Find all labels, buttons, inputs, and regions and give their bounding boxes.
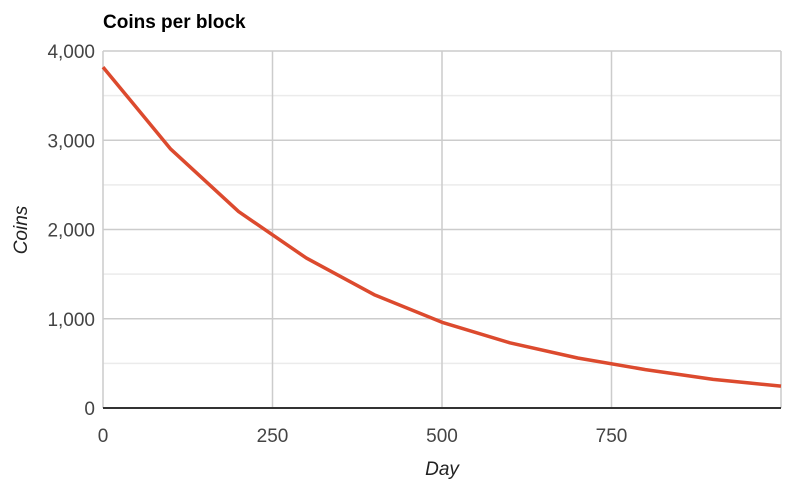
series-line (101, 65, 782, 388)
y-tick-label: 0 (84, 399, 95, 420)
chart-title: Coins per block (103, 12, 246, 33)
major-gridlines (102, 50, 782, 408)
x-tick-label: 500 (426, 426, 458, 447)
x-tick-label: 750 (596, 426, 628, 447)
y-tick-label: 3,000 (47, 131, 95, 152)
x-tick-label: 0 (98, 426, 109, 447)
y-tick-label: 1,000 (47, 310, 95, 331)
x-axis-label: Day (425, 459, 460, 480)
x-tick-label: 250 (257, 426, 289, 447)
y-tick-label: 4,000 (47, 42, 95, 63)
y-tick-label: 2,000 (47, 221, 95, 242)
x-tick-labels: 0 250 500 750 (98, 426, 628, 447)
y-axis-label: Coins (11, 205, 32, 254)
y-tick-labels: 0 1,000 2,000 3,000 4,000 (47, 42, 95, 420)
